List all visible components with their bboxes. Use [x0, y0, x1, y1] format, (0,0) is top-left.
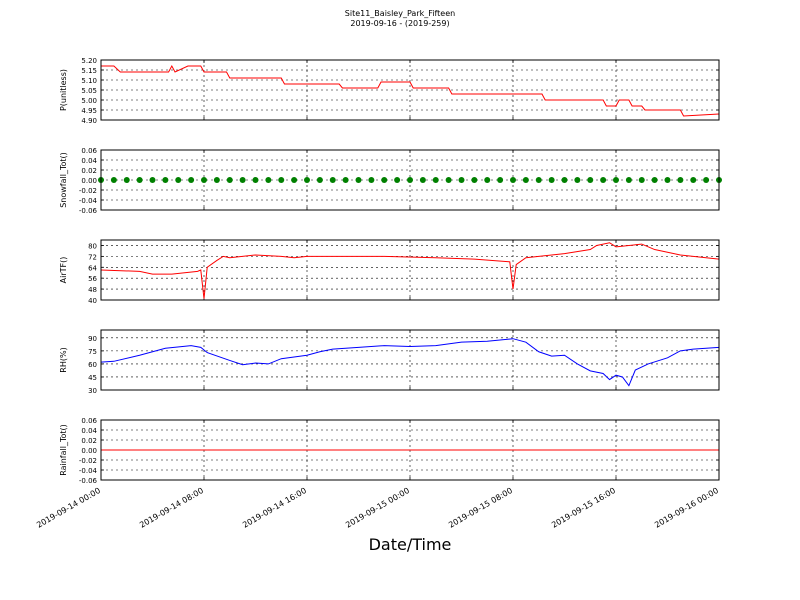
data-point [690, 177, 697, 183]
data-point [278, 177, 285, 183]
y-tick-label: 4.90 [81, 117, 97, 125]
data-point [600, 177, 607, 183]
plot-frame [100, 59, 720, 121]
plot-frame [100, 149, 720, 211]
y-tick-label: 0.06 [81, 147, 97, 155]
figure-subtitle: 2019-09-16 - (2019-259) [350, 19, 449, 28]
data-point [484, 177, 491, 183]
data-line [101, 64, 720, 117]
y-tick-label: 30 [88, 387, 97, 395]
data-point [587, 177, 594, 183]
data-point [625, 177, 632, 183]
data-point [239, 177, 246, 183]
y-axis-label: Rainfall_Tot() [59, 424, 68, 476]
y-tick-label: 5.20 [81, 57, 97, 65]
y-tick-label: 5.15 [81, 67, 97, 75]
y-tick-label: -0.06 [79, 207, 98, 215]
data-point [458, 177, 465, 183]
data-point [329, 177, 336, 183]
data-line [100, 242, 720, 299]
y-tick-label: -0.02 [79, 187, 97, 195]
data-point [651, 177, 658, 183]
data-point [407, 177, 413, 183]
y-tick-label: 80 [88, 242, 97, 250]
y-tick-label: 72 [88, 253, 97, 261]
data-point [123, 177, 130, 183]
data-point [394, 177, 401, 183]
figure-title: Site11_Baisley_Park_Fifteen [345, 9, 455, 18]
y-tick-label: 0.04 [81, 427, 97, 435]
y-tick-label: 0.02 [81, 437, 97, 445]
y-tick-label: 60 [88, 361, 97, 369]
data-point [574, 177, 581, 183]
data-point [535, 177, 542, 183]
y-tick-label: 5.00 [81, 97, 97, 105]
data-point [497, 177, 504, 183]
y-tick-label: 75 [88, 348, 97, 356]
data-point [188, 177, 195, 183]
y-tick-label: 0.00 [81, 177, 97, 185]
y-tick-label: 5.10 [81, 77, 97, 85]
data-point [162, 177, 169, 183]
data-point [419, 177, 426, 183]
plot-frame [100, 239, 720, 301]
data-point [342, 177, 349, 183]
data-point [381, 177, 388, 183]
y-tick-label: 0.02 [81, 167, 97, 175]
y-tick-label: 56 [88, 275, 97, 283]
y-tick-label: -0.04 [79, 197, 98, 205]
data-point [548, 177, 555, 183]
data-point [613, 177, 619, 183]
y-axis-label: P(unitless) [59, 69, 68, 111]
data-point [522, 177, 529, 183]
data-point [226, 177, 233, 183]
y-axis-label: AirTF() [59, 257, 68, 284]
data-point [110, 177, 117, 183]
y-tick-label: 40 [88, 297, 97, 305]
x-axis-label: Date/Time [369, 535, 452, 554]
data-point [355, 177, 362, 183]
data-point [136, 177, 143, 183]
y-tick-label: 5.05 [81, 87, 97, 95]
data-point [291, 177, 298, 183]
y-tick-label: 0.06 [81, 417, 97, 425]
data-point [561, 177, 568, 183]
data-point [175, 177, 182, 183]
y-tick-label: 48 [88, 286, 97, 294]
data-point [677, 177, 684, 183]
plot-frame [100, 419, 720, 481]
data-point [471, 177, 478, 183]
data-point [664, 177, 671, 183]
data-point [201, 177, 207, 183]
data-point [252, 177, 259, 183]
data-point [510, 177, 516, 183]
data-line [100, 338, 720, 387]
data-point [316, 177, 323, 183]
data-point [638, 177, 645, 183]
y-tick-label: 90 [88, 335, 97, 343]
y-tick-label: 0.00 [81, 447, 97, 455]
data-point [445, 177, 452, 183]
y-tick-label: 0.04 [81, 157, 97, 165]
data-point [432, 177, 439, 183]
y-tick-label: 45 [88, 374, 97, 382]
data-point [703, 177, 710, 183]
y-tick-label: 4.95 [81, 107, 97, 115]
y-axis-label: RH(%) [59, 347, 68, 372]
data-point [213, 177, 220, 183]
data-point [304, 177, 310, 183]
y-tick-label: 64 [88, 264, 97, 272]
y-tick-label: -0.06 [79, 477, 98, 485]
data-point [265, 177, 272, 183]
y-tick-label: -0.02 [79, 457, 97, 465]
plot-frame [100, 329, 720, 391]
y-tick-label: -0.04 [79, 467, 98, 475]
data-point [149, 177, 156, 183]
y-axis-label: Snowfall_Tot() [59, 152, 68, 208]
data-point [368, 177, 375, 183]
